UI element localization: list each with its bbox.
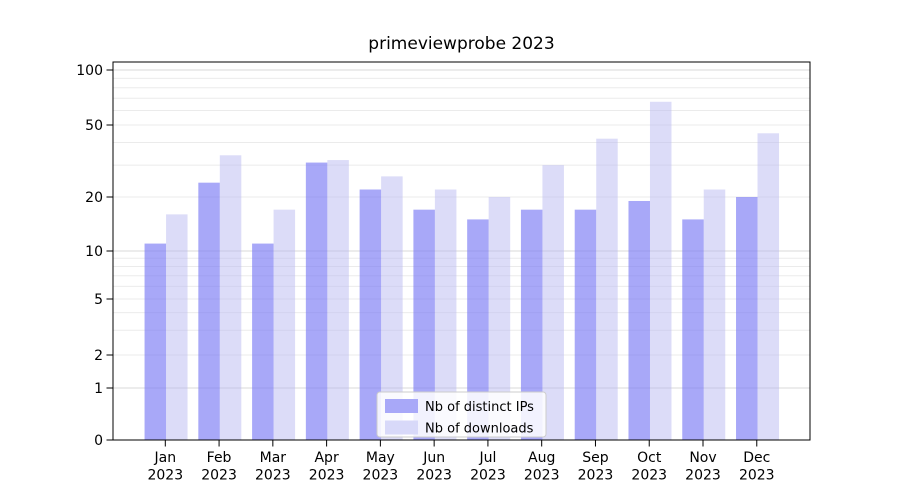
bar-downloads-feb [219, 155, 242, 441]
bar-ips-oct [628, 200, 650, 440]
x-tick-label: Mar 2023 [255, 450, 291, 484]
bar-downloads-dec [757, 133, 780, 440]
bar-downloads-jul [488, 197, 511, 440]
x-tick-label: Feb 2023 [201, 450, 237, 484]
bar-ips-apr [305, 162, 328, 441]
x-tick-label: Oct 2023 [631, 450, 667, 484]
x-tick-label: Aug 2023 [524, 450, 560, 484]
y-tick-label: 50 [85, 118, 103, 134]
bar-ips-dec [736, 197, 758, 440]
y-tick-label: 20 [85, 190, 103, 206]
legend-swatch-downloads [385, 420, 418, 435]
bar-downloads-mar [273, 209, 296, 440]
bar-downloads-jun [434, 189, 457, 440]
bar-ips-sep [574, 209, 597, 440]
bar-downloads-aug [542, 165, 564, 440]
x-tick-label: Sep 2023 [578, 450, 614, 484]
bar-ips-jul [467, 219, 489, 440]
bar-ips-jun [413, 209, 435, 440]
bar-ips-mar [252, 243, 274, 440]
x-tick-label: Jun 2023 [416, 450, 452, 484]
legend-label-downloads: Nb of downloads [425, 422, 534, 437]
x-tick-label: Dec 2023 [739, 450, 775, 484]
bar-downloads-nov [703, 189, 726, 440]
y-tick-label: 2 [94, 348, 103, 364]
x-tick-label: Nov 2023 [685, 450, 721, 484]
y-tick-label: 5 [94, 292, 103, 308]
legend-box [376, 391, 547, 438]
bar-ips-nov [682, 219, 704, 440]
bar-downloads-jan [166, 214, 188, 440]
bar-ips-aug [520, 209, 543, 440]
y-tick-label: 10 [85, 244, 103, 260]
bar-downloads-may [381, 176, 403, 440]
x-tick-label: Jul 2023 [470, 450, 506, 484]
y-tick-label: 0 [94, 433, 103, 449]
x-tick-label: Jan 2023 [147, 450, 183, 484]
chart-title: primeviewprobe 2023 [368, 34, 555, 54]
bar-ips-may [359, 189, 382, 440]
bar-ips-feb [198, 182, 220, 441]
bar-downloads-oct [649, 101, 672, 440]
x-tick-label: Apr 2023 [309, 450, 345, 484]
x-tick-label: May 2023 [363, 450, 399, 484]
legend-label-ips: Nb of distinct IPs [425, 400, 534, 415]
y-tick-label: 1 [94, 381, 103, 397]
y-tick-label: 100 [76, 63, 103, 79]
bar-ips-jan [144, 243, 167, 440]
legend-swatch-ips [385, 399, 418, 413]
bar-downloads-apr [327, 160, 349, 440]
bar-downloads-sep [596, 138, 618, 440]
